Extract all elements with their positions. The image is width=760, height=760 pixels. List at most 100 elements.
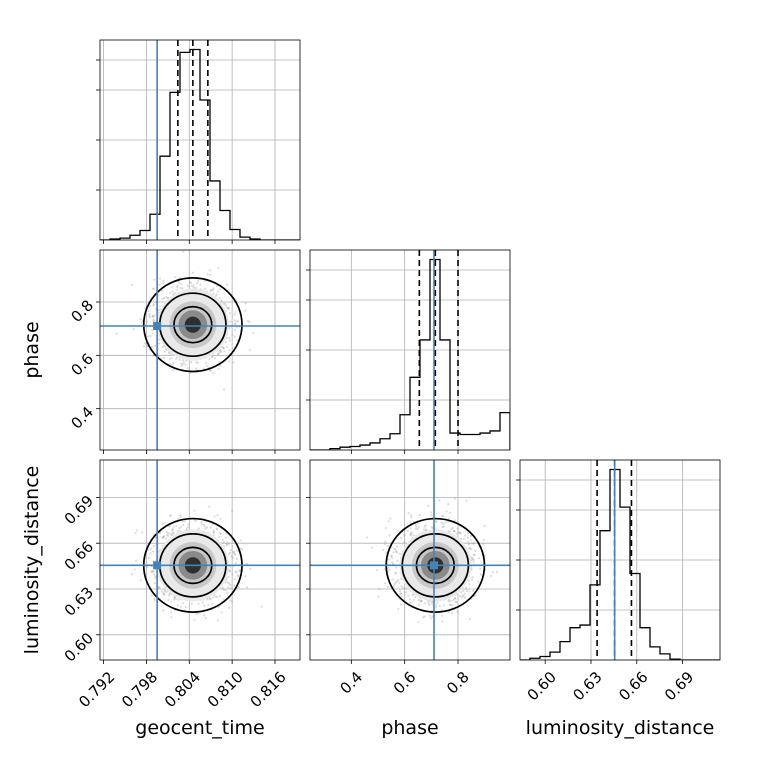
sample-point bbox=[228, 568, 231, 572]
sample-point bbox=[384, 582, 387, 585]
sample-point bbox=[496, 570, 499, 574]
y-tick-label: 0.60 bbox=[61, 629, 97, 665]
sample-point bbox=[405, 591, 408, 594]
sample-point bbox=[474, 594, 477, 597]
sample-point bbox=[387, 558, 390, 561]
sample-point bbox=[154, 301, 157, 304]
panel-frame bbox=[99, 249, 301, 451]
sample-point bbox=[174, 276, 177, 279]
sample-point bbox=[184, 363, 187, 366]
sample-point bbox=[464, 586, 468, 590]
sample-point bbox=[415, 525, 418, 529]
sample-point bbox=[224, 536, 227, 539]
sample-point bbox=[238, 569, 242, 572]
sample-point bbox=[416, 527, 419, 531]
sample-point bbox=[190, 361, 193, 364]
sample-point bbox=[423, 602, 427, 605]
sample-point bbox=[409, 534, 412, 537]
sample-point bbox=[391, 557, 394, 560]
sample-point bbox=[227, 575, 230, 578]
sample-point bbox=[151, 332, 154, 335]
sample-point bbox=[424, 528, 427, 531]
sample-point bbox=[234, 553, 237, 556]
sample-point bbox=[231, 556, 234, 559]
sample-point bbox=[234, 578, 237, 581]
sample-point bbox=[235, 320, 238, 323]
sample-point bbox=[390, 555, 393, 558]
sample-point bbox=[409, 532, 412, 535]
sample-point bbox=[175, 286, 178, 289]
sample-point bbox=[395, 580, 399, 583]
sample-point bbox=[225, 283, 229, 286]
sample-point bbox=[203, 614, 206, 617]
sample-point bbox=[229, 599, 232, 602]
sample-point bbox=[172, 369, 175, 372]
sample-point bbox=[388, 568, 391, 572]
sample-point bbox=[465, 589, 469, 593]
sample-point bbox=[190, 602, 193, 605]
x-tick-label: 0.6 bbox=[390, 668, 420, 698]
sample-point bbox=[229, 587, 232, 590]
sample-point bbox=[483, 524, 486, 528]
panel-content bbox=[100, 40, 300, 240]
sample-point bbox=[472, 542, 475, 546]
sample-point bbox=[228, 582, 231, 585]
sample-point bbox=[397, 578, 400, 581]
sample-point bbox=[467, 579, 470, 583]
sample-point bbox=[153, 278, 156, 281]
sample-point bbox=[471, 556, 474, 560]
sample-point bbox=[157, 586, 160, 589]
sample-point bbox=[161, 590, 164, 593]
sample-point bbox=[216, 619, 219, 622]
sample-point bbox=[231, 573, 234, 576]
sample-point bbox=[169, 362, 172, 365]
sample-point bbox=[175, 597, 178, 601]
sample-point bbox=[472, 553, 475, 556]
sample-point bbox=[482, 538, 485, 541]
sample-point bbox=[194, 612, 198, 615]
sample-point bbox=[456, 527, 459, 530]
sample-point bbox=[446, 520, 450, 523]
histogram-geocent_time bbox=[100, 48, 300, 240]
sample-point bbox=[414, 523, 417, 526]
sample-point bbox=[397, 608, 400, 611]
sample-point bbox=[154, 576, 157, 579]
sample-point bbox=[208, 505, 211, 508]
sample-point bbox=[386, 544, 390, 547]
sample-point bbox=[219, 517, 222, 520]
sample-point bbox=[410, 531, 413, 534]
sample-point bbox=[171, 528, 174, 531]
panel-content bbox=[310, 460, 510, 660]
sample-point bbox=[214, 595, 217, 598]
sample-point bbox=[222, 302, 225, 305]
sample-point bbox=[218, 594, 221, 598]
sample-point bbox=[211, 523, 214, 526]
sample-point bbox=[394, 581, 397, 584]
sample-point bbox=[167, 598, 170, 602]
sample-point bbox=[223, 350, 226, 353]
sample-point bbox=[222, 347, 225, 350]
density-level-3 bbox=[184, 316, 201, 333]
sample-point bbox=[175, 524, 178, 527]
truth-marker bbox=[430, 561, 438, 570]
y-tick-label: 0.4 bbox=[67, 403, 97, 433]
sample-point bbox=[217, 367, 220, 370]
sample-point bbox=[447, 611, 450, 614]
sample-point bbox=[234, 311, 237, 314]
sample-point bbox=[180, 364, 183, 367]
sample-point bbox=[186, 367, 189, 370]
panel-content bbox=[100, 250, 300, 450]
sample-point bbox=[115, 332, 118, 335]
sample-point bbox=[168, 525, 171, 528]
sample-point bbox=[147, 335, 150, 338]
sample-point bbox=[394, 550, 398, 553]
sample-point bbox=[221, 586, 224, 589]
sample-point bbox=[219, 364, 222, 368]
sample-point bbox=[217, 266, 220, 269]
sample-point bbox=[420, 599, 423, 602]
sample-point bbox=[246, 562, 249, 565]
sample-point bbox=[216, 285, 219, 288]
sample-point bbox=[418, 514, 421, 517]
sample-point bbox=[422, 616, 425, 619]
sample-point bbox=[470, 548, 473, 551]
